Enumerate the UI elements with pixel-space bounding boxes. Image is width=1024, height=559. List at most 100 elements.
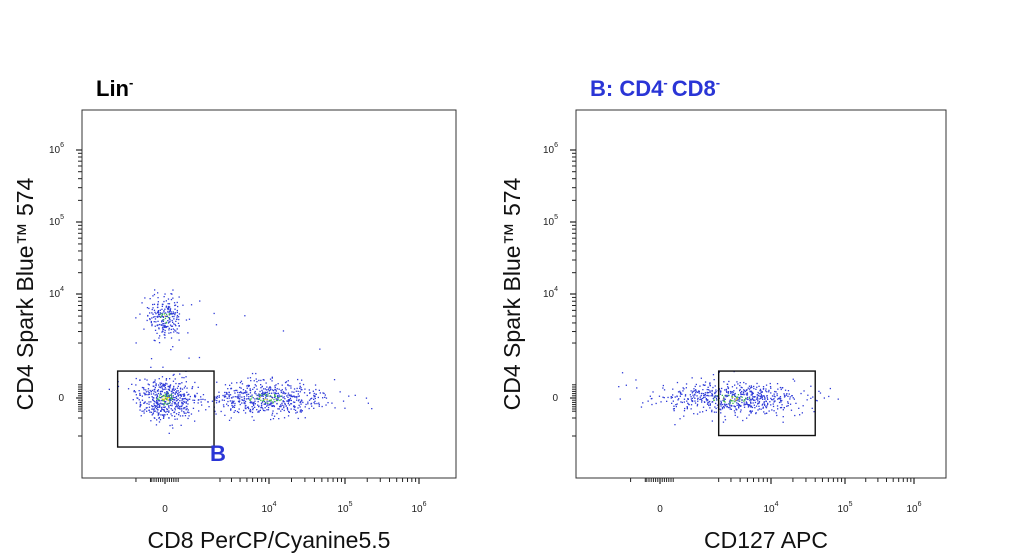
event-dot [294,396,296,398]
event-dot [249,410,251,412]
event-dot [159,390,162,393]
event-dot [672,388,674,390]
event-dot [156,395,159,398]
event-dot [750,399,752,401]
event-dot [677,399,679,401]
event-dot [786,405,788,407]
event-dot [205,409,207,411]
event-dot [284,402,286,405]
event-dot [239,394,241,396]
event-dot [750,411,752,413]
event-dot [812,396,814,398]
event-dot [262,379,264,381]
event-dot [287,409,289,411]
event-dot [163,410,166,413]
event-dot [152,313,154,315]
event-dot [152,412,154,414]
event-dot [174,388,176,390]
event-dot [619,398,621,400]
event-dot [741,387,743,389]
event-dot [179,388,182,390]
event-dot [178,414,180,416]
event-dot [166,410,168,412]
event-dot [793,398,795,400]
event-dot [683,410,686,412]
event-dot [159,309,161,311]
event-dot [166,315,168,317]
event-dot [760,397,762,399]
event-dot [185,398,187,401]
event-dot [261,406,263,409]
event-dot [168,395,170,397]
event-dot [181,408,183,410]
event-dot [732,400,734,402]
event-dot [277,392,279,394]
event-dot [240,387,242,389]
event-dot [769,382,771,385]
event-dot [235,389,237,392]
event-dot [740,409,742,411]
event-dot [230,397,233,399]
event-dot [177,305,179,308]
event-dot [168,402,171,404]
event-dot [248,407,250,410]
event-dot [769,401,771,403]
event-dot [158,384,160,386]
event-dot [189,395,191,398]
event-dot [229,394,232,396]
gate-b-rectangle[interactable] [116,370,215,448]
event-dot [170,390,172,392]
event-dot [184,415,187,417]
event-dot [161,305,163,307]
event-dot [176,301,178,304]
event-dot [169,398,171,400]
gate-rectangle[interactable] [717,370,816,437]
event-dot [700,392,703,395]
event-dot [173,385,175,388]
event-dot [165,393,167,396]
x-tick-label: 0 [162,504,168,515]
event-dot [700,395,702,397]
event-dot [246,393,248,395]
event-dot [164,384,166,386]
event-dot [236,396,238,398]
event-dot [179,394,181,396]
event-dot [163,403,165,405]
event-dot [296,397,298,399]
event-dot [690,396,692,398]
event-dot [800,392,802,395]
event-dot [299,387,301,389]
event-dot [761,397,763,399]
event-dot [272,401,274,403]
event-dot [170,311,172,313]
event-dot [175,330,177,332]
event-dot [765,406,767,408]
event-dot [171,405,173,407]
event-dot [230,388,232,390]
event-dot [693,388,695,390]
event-dot [737,394,740,396]
event-dot [777,398,779,400]
y-tick-label: 105 [543,214,558,228]
event-dot [707,386,709,388]
event-dot [300,411,302,413]
event-dot [745,401,747,403]
event-dot [183,400,185,403]
event-dot [729,406,731,409]
event-dot [151,312,153,314]
event-dot [743,390,746,392]
event-dot [174,304,176,307]
event-dot [232,401,234,403]
event-dot [155,313,157,315]
event-dot [228,391,230,394]
event-dot [161,408,163,411]
event-dot [694,394,696,396]
event-dot [258,394,260,396]
event-dot [157,312,160,314]
event-dot [274,395,276,397]
event-dot [736,402,738,404]
event-dot [157,292,159,294]
event-dot [697,398,699,400]
event-dot [707,392,710,394]
event-dot [167,322,170,324]
